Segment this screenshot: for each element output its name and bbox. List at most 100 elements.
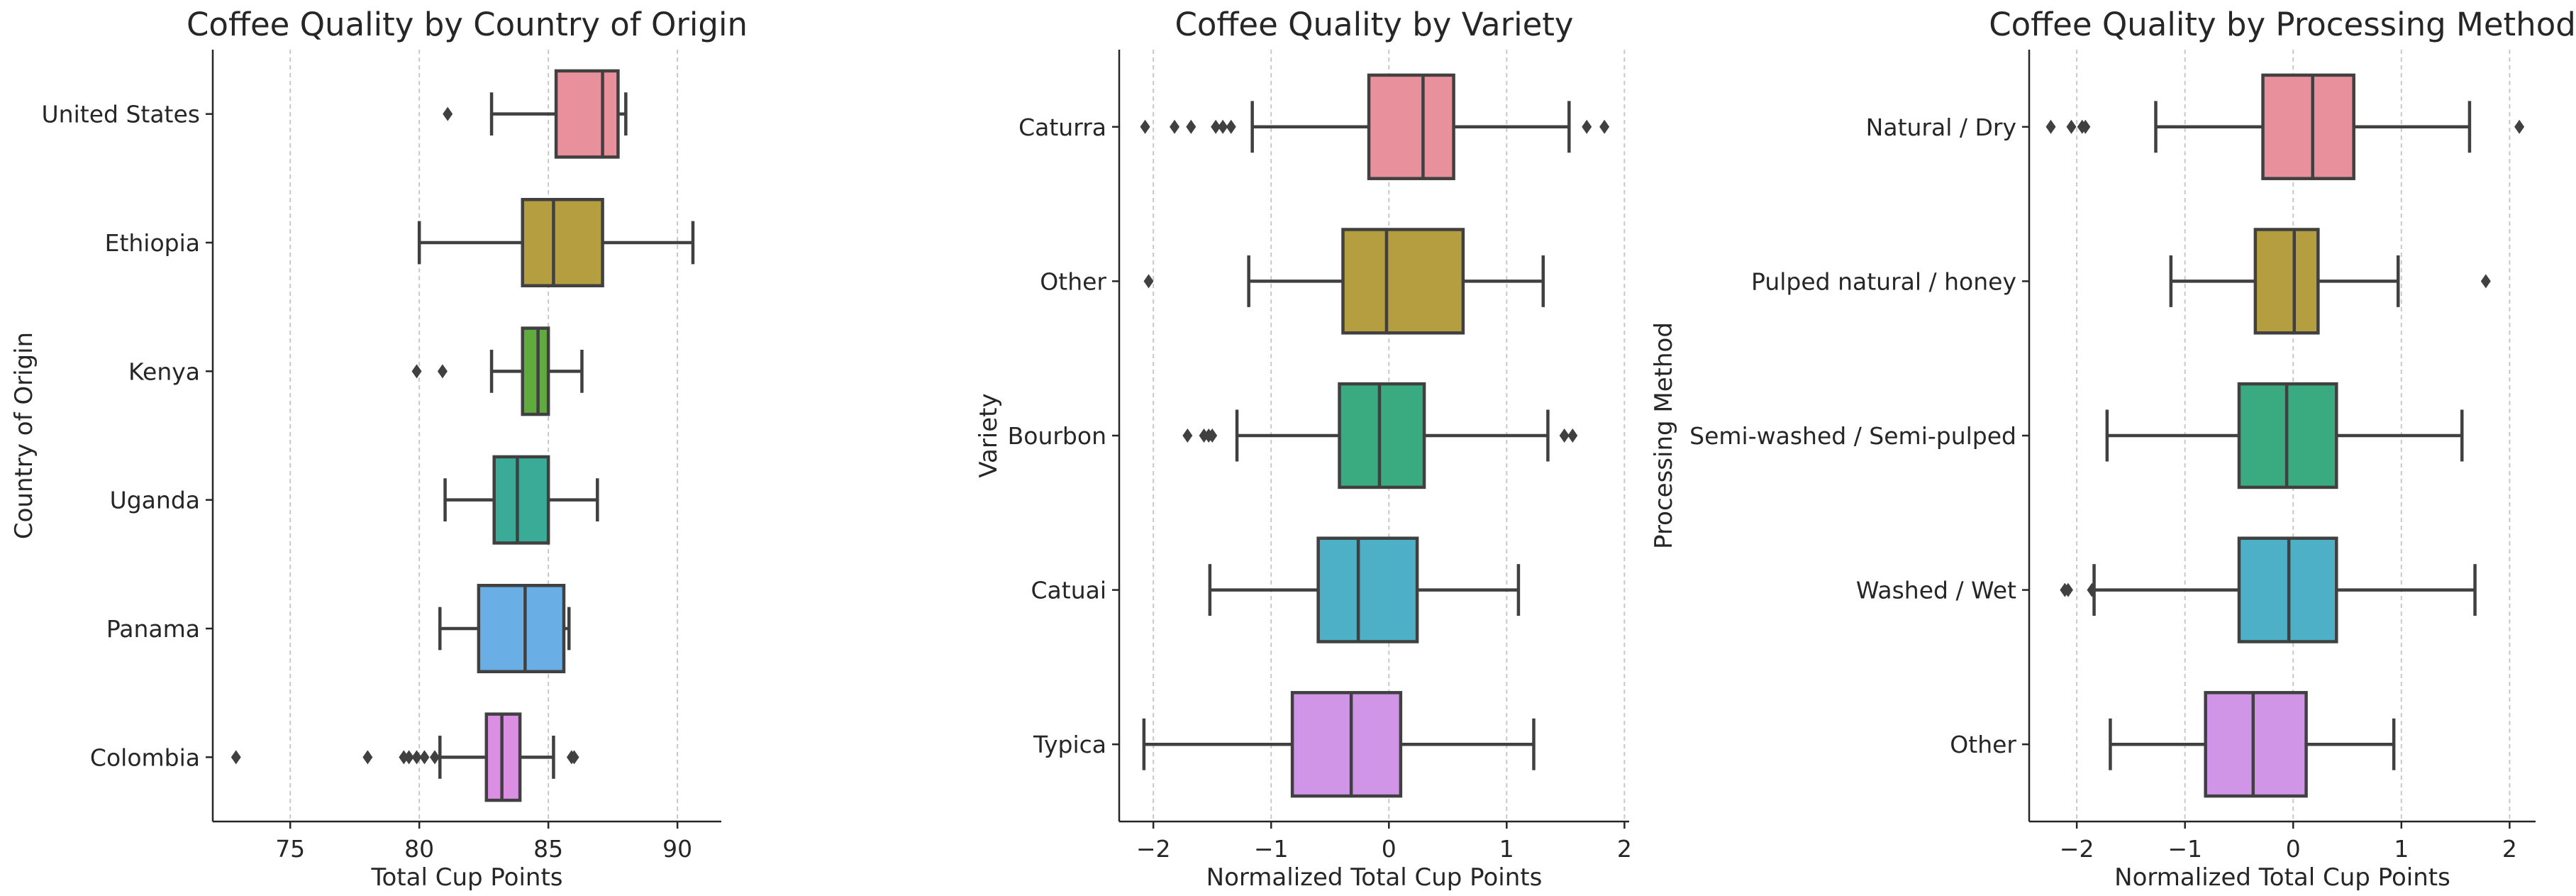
iqr-box — [2261, 73, 2355, 180]
outlier-point — [569, 750, 579, 765]
y-tick-label: Other — [1950, 731, 2016, 758]
outlier-point — [1211, 119, 1221, 134]
y-tick-label: Caturra — [1018, 114, 1106, 141]
y-tick-label: Other — [1040, 267, 1106, 295]
y-tick-label: Ethiopia — [105, 229, 200, 257]
box-panama — [438, 584, 571, 673]
iqr-box — [2253, 228, 2320, 335]
box-uganda — [443, 455, 599, 545]
iqr-box — [492, 455, 550, 545]
y-tick-label: Washed / Wet — [1856, 577, 2016, 604]
y-axis-label: Processing Method — [1650, 322, 1678, 549]
outlier-point — [2063, 582, 2073, 597]
outlier-point — [1170, 119, 1180, 134]
iqr-box — [1316, 536, 1419, 643]
y-tick-label: Uganda — [110, 487, 200, 514]
outlier-point — [404, 750, 414, 765]
y-axis-label: Variety — [975, 393, 1003, 477]
box-bourbon — [1182, 382, 1578, 490]
y-tick-label: Colombia — [90, 743, 200, 771]
y-tick-label: Panama — [106, 615, 200, 643]
outlier-point — [2080, 119, 2091, 134]
iqr-box — [1290, 691, 1403, 798]
outlier-point — [1186, 119, 1197, 134]
outlier-point — [399, 750, 409, 765]
y-tick-label: Natural / Dry — [1866, 114, 2016, 141]
iqr-box — [1341, 228, 1465, 335]
outlier-point — [2066, 119, 2077, 134]
outlier-point — [1599, 119, 1610, 134]
y-tick-label: Bourbon — [1008, 422, 1106, 450]
box-other — [2109, 691, 2396, 798]
x-axis-label: Total Cup Points — [370, 863, 562, 892]
x-tick-label: −2 — [1136, 835, 1171, 863]
outlier-point — [419, 750, 430, 765]
box-semi-washed-semi-pulped — [2105, 382, 2464, 490]
outlier-point — [430, 750, 440, 765]
y-tick-label: United States — [42, 101, 200, 128]
y-tick-label: Semi-washed / Semi-pulped — [1689, 422, 2016, 450]
panel-processing-method: Coffee Quality by Processing Method Norm… — [1650, 6, 2576, 892]
outlier-point — [2045, 119, 2056, 134]
x-tick-label: 75 — [275, 835, 305, 863]
box-other — [1143, 228, 1545, 335]
outlier-point — [2087, 582, 2097, 597]
outlier-point — [1140, 119, 1150, 134]
y-axis-label: Country of Origin — [10, 332, 38, 539]
outlier-point — [1143, 274, 1154, 289]
iqr-box — [1367, 73, 1455, 180]
outlier-point — [1207, 428, 1218, 443]
outlier-point — [1182, 428, 1193, 443]
outlier-point — [1559, 428, 1570, 443]
outlier-point — [437, 364, 448, 379]
y-tick-label: Typica — [1033, 731, 1106, 758]
outlier-point — [443, 106, 453, 121]
y-tick-label: Kenya — [128, 358, 200, 385]
box-washed-wet — [2060, 536, 2477, 643]
iqr-box — [2204, 691, 2308, 798]
x-axis-label: Normalized Total Cup Points — [1206, 863, 1543, 892]
box-typica — [1142, 691, 1536, 798]
x-tick-label: 90 — [662, 835, 692, 863]
x-tick-label: 80 — [404, 835, 434, 863]
box-colombia — [231, 712, 579, 802]
x-tick-label: −1 — [1254, 835, 1289, 863]
iqr-box — [521, 326, 550, 416]
x-tick-label: 2 — [2502, 835, 2517, 863]
x-tick-label: 1 — [2394, 835, 2409, 863]
x-tick-label: 85 — [533, 835, 563, 863]
chart-title: Coffee Quality by Variety — [1175, 6, 1573, 43]
grid-lines — [289, 50, 679, 822]
box-united-states — [443, 69, 628, 159]
x-tick-label: 0 — [2286, 835, 2301, 863]
y-tick-label: Pulped natural / honey — [1751, 267, 2016, 295]
iqr-box — [1338, 382, 1426, 490]
outlier-point — [1582, 119, 1592, 134]
panel-country-of-origin: Coffee Quality by Country of Origin Tota… — [10, 6, 748, 892]
x-tick-label: 1 — [1499, 835, 1514, 863]
box-caturra — [1140, 73, 1610, 180]
outlier-point — [1226, 119, 1236, 134]
box-kenya — [411, 326, 584, 416]
outlier-point — [2514, 119, 2525, 134]
box-catuai — [1208, 536, 1521, 643]
chart-title: Coffee Quality by Processing Method — [1989, 6, 2576, 43]
iqr-box — [521, 198, 604, 287]
iqr-box — [477, 584, 566, 673]
outlier-point — [1567, 428, 1578, 443]
outlier-point — [362, 750, 373, 765]
box-pulped-natural-honey — [2169, 228, 2491, 335]
outlier-point — [411, 750, 422, 765]
outlier-point — [411, 364, 422, 379]
outlier-point — [2480, 274, 2491, 289]
outlier-point — [1218, 119, 1228, 134]
y-tick-label: Catuai — [1031, 577, 1106, 604]
x-tick-label: −1 — [2167, 835, 2202, 863]
x-tick-label: −2 — [2060, 835, 2094, 863]
outlier-point — [231, 750, 241, 765]
chart-title: Coffee Quality by Country of Origin — [187, 6, 748, 43]
panel-variety: Coffee Quality by Variety Normalized Tot… — [975, 6, 1632, 892]
x-tick-label: 0 — [1382, 835, 1397, 863]
box-ethiopia — [417, 198, 695, 287]
